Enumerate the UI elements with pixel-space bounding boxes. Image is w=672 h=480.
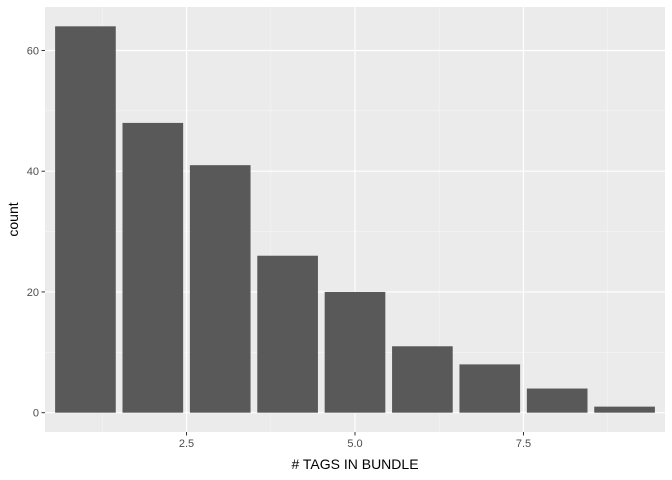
bar	[594, 406, 655, 413]
y-tick-label: 0	[33, 408, 39, 420]
x-axis-title: # TAGS IN BUNDLE	[291, 456, 418, 472]
bar	[526, 388, 588, 413]
bar	[55, 26, 116, 413]
bar	[189, 165, 251, 413]
bar	[392, 346, 453, 413]
y-tick-label: 20	[27, 287, 39, 299]
y-tick-label: 40	[27, 166, 39, 178]
x-tick-label: 5.0	[347, 438, 362, 450]
y-tick-label: 60	[27, 45, 39, 57]
bars	[55, 26, 655, 413]
x-tick-label: 2.5	[179, 438, 194, 450]
y-axis-title: count	[5, 202, 21, 236]
bar	[324, 291, 386, 413]
x-axis: 2.5 5.0 7.5	[179, 432, 531, 450]
bar	[257, 255, 318, 413]
y-axis: 0 20 40 60	[27, 45, 45, 420]
bar	[122, 122, 184, 413]
bar	[459, 364, 521, 413]
x-tick-label: 7.5	[516, 438, 531, 450]
